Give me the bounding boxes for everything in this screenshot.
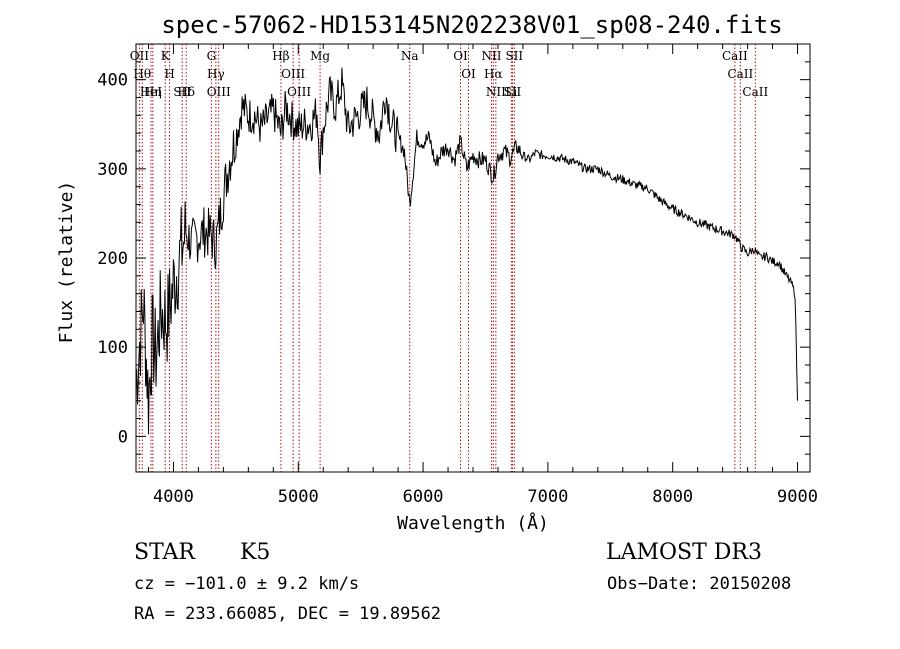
- y-tick-label: 400: [97, 71, 128, 91]
- y-tick-label: 300: [97, 160, 128, 180]
- line-marker-label: NII: [486, 85, 506, 99]
- redshift-cz: cz = −101.0 ± 9.2 km/s: [134, 574, 360, 594]
- y-tick-label: 100: [97, 338, 128, 358]
- spectral-subclass: K5: [240, 540, 271, 565]
- line-marker-label: Li: [505, 85, 517, 99]
- line-marker-label: Hδ: [177, 85, 195, 99]
- line-marker-label: OIII: [287, 85, 311, 99]
- line-marker-label: HeI: [140, 85, 163, 99]
- line-marker-label: OI: [453, 49, 468, 63]
- line-marker-label: CaII: [727, 67, 753, 81]
- line-marker-label: NII: [481, 49, 501, 63]
- sky-coordinates: RA = 233.66085, DEC = 19.89562: [134, 604, 442, 624]
- line-marker-label: Hα: [484, 67, 503, 81]
- line-marker-label: SII: [505, 49, 523, 63]
- observation-date: Obs−Date: 20150208: [607, 574, 792, 594]
- line-marker-label: Hγ: [207, 67, 225, 81]
- line-marker-label: H: [164, 67, 174, 81]
- x-tick-label: 8000: [652, 487, 693, 507]
- y-tick-label: 200: [97, 249, 128, 269]
- object-class: STAR: [134, 540, 195, 565]
- plot-frame: [135, 43, 811, 473]
- line-marker-label: OI: [461, 67, 476, 81]
- line-marker-label: OIII: [281, 67, 305, 81]
- chart-title: spec-57062-HD153145N202238V01_sp08-240.f…: [161, 11, 782, 39]
- x-tick-label: 5000: [278, 487, 319, 507]
- y-axis-label: Flux (relative): [56, 181, 77, 344]
- line-marker-label: Mg: [310, 49, 330, 63]
- y-tick-label: 0: [118, 427, 128, 447]
- line-marker-label: OIII: [207, 85, 231, 99]
- x-tick-label: 7000: [527, 487, 568, 507]
- line-marker-label: Hη: [144, 85, 162, 99]
- line-marker-label: CaII: [742, 85, 768, 99]
- x-axis-label: Wavelength (Å): [397, 512, 549, 534]
- line-marker-label: CaII: [722, 49, 748, 63]
- x-tick-label: 9000: [777, 487, 818, 507]
- survey-name: LAMOST DR3: [606, 540, 762, 565]
- line-marker-label: Na: [401, 49, 419, 63]
- x-tick-label: 4000: [153, 487, 194, 507]
- line-marker-label: Hθ: [133, 67, 151, 81]
- line-marker-label: OII: [130, 49, 150, 63]
- spectrum-line: [135, 67, 798, 435]
- line-marker-label: SII: [173, 85, 191, 99]
- x-tick-label: 6000: [403, 487, 444, 507]
- line-marker-label: SII: [504, 85, 522, 99]
- line-marker-label: K: [161, 49, 171, 63]
- line-marker-label: G: [207, 49, 217, 63]
- line-marker-label: Hβ: [272, 49, 289, 63]
